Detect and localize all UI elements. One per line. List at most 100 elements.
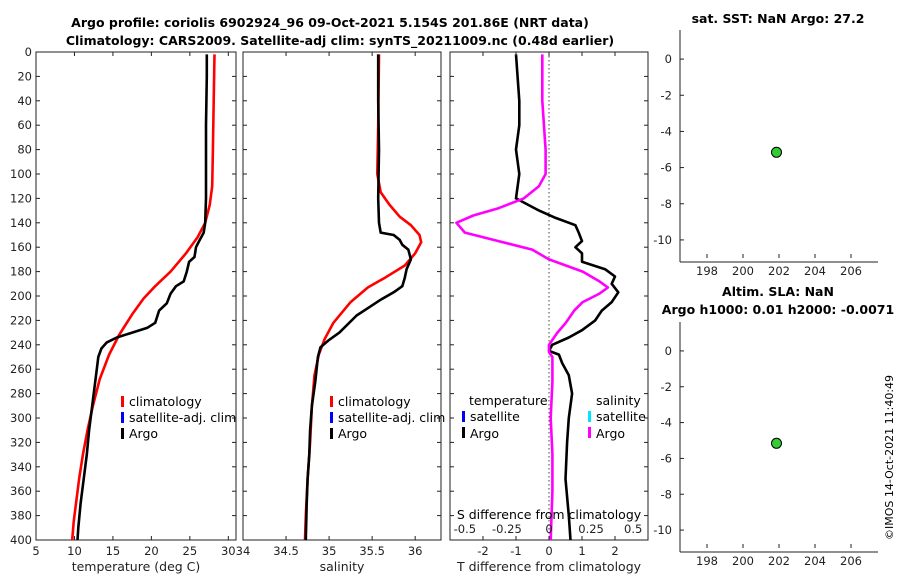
argo-line bbox=[304, 54, 413, 541]
x-tick-label: 20 bbox=[144, 544, 159, 558]
legend-sal-argo-swatch bbox=[330, 428, 333, 439]
x-tick-label: -1 bbox=[510, 544, 521, 558]
legend-temperature-title: temperature bbox=[469, 393, 548, 408]
legend-climatology-swatch bbox=[121, 396, 124, 407]
x-tick-label: 1 bbox=[578, 544, 585, 558]
depth-tick-label: 280 bbox=[10, 387, 32, 401]
x-tick-label: 2 bbox=[611, 544, 618, 558]
legend-s-argo: Argo bbox=[596, 426, 625, 441]
lat-tick-label: -2 bbox=[661, 88, 672, 102]
x-tick-label: 35 bbox=[322, 544, 337, 558]
lon-tick-label: 200 bbox=[732, 554, 754, 568]
depth-tick-label: 260 bbox=[10, 362, 32, 376]
legend-t-argo-swatch bbox=[462, 427, 465, 438]
lat-tick-label: -6 bbox=[661, 161, 672, 175]
lon-tick-label: 200 bbox=[732, 264, 754, 278]
temperature-panel: 0 20 40 60 80 100 120 140 160 180 200 220 240 260 280 3… bbox=[10, 45, 237, 574]
legend-t-satellite-swatch bbox=[462, 411, 465, 422]
depth-tick-label: 320 bbox=[10, 435, 32, 449]
depth-tick-label: 380 bbox=[10, 509, 32, 523]
lon-tick-label: 204 bbox=[804, 554, 826, 568]
lon-tick-label: 202 bbox=[768, 554, 790, 568]
depth-tick-label: 100 bbox=[10, 167, 32, 181]
sla-map-title: Altim. SLA: NaN bbox=[722, 284, 834, 299]
salinity-xlabel: salinity bbox=[320, 559, 365, 574]
difference-panel: -2 -1 0 1 2 S difference from climatology -0… bbox=[449, 51, 649, 574]
s-diff-tick-label: 0.5 bbox=[624, 522, 642, 536]
lon-tick-label: 204 bbox=[804, 264, 826, 278]
lat-tick-label: -8 bbox=[661, 197, 672, 211]
s-diff-tick-label: -0.25 bbox=[492, 522, 522, 536]
t-difference-xlabel: T difference from climatology bbox=[456, 559, 642, 574]
depth-tick-label: 140 bbox=[10, 216, 32, 230]
temperature-legend: climatology satellite-adj. clim Argo bbox=[121, 394, 236, 441]
depth-tick-label: 120 bbox=[10, 191, 32, 205]
x-tick-label: 15 bbox=[106, 544, 121, 558]
sst-map-title: sat. SST: NaN Argo: 27.2 bbox=[692, 11, 865, 26]
s-diff-tick-label: 0.25 bbox=[578, 522, 604, 536]
lat-tick-label: 0 bbox=[665, 52, 672, 66]
x-tick-label: -2 bbox=[477, 544, 488, 558]
depth-tick-label: 400 bbox=[10, 533, 32, 547]
lat-tick-label: -4 bbox=[661, 124, 672, 138]
legend-sal-climatology-swatch bbox=[330, 396, 333, 407]
x-tick-label: 25 bbox=[183, 544, 198, 558]
lon-tick-label: 198 bbox=[696, 264, 718, 278]
depth-tick-label: 200 bbox=[10, 289, 32, 303]
lat-tick-label: -4 bbox=[661, 416, 672, 430]
argo-position-marker bbox=[771, 437, 782, 449]
lon-tick-label: 206 bbox=[840, 264, 862, 278]
timestamp: ©IMOS 14-Oct-2021 11:40:49 bbox=[883, 375, 896, 540]
depth-tick-label: 20 bbox=[17, 69, 32, 83]
legend-s-argo-swatch bbox=[588, 427, 591, 438]
legend-salinity-title: salinity bbox=[596, 393, 641, 408]
legend-sal-climatology: climatology bbox=[338, 394, 411, 409]
legend-t-satellite: satellite bbox=[470, 409, 520, 424]
legend-satellite-adj: satellite-adj. clim bbox=[129, 410, 236, 425]
x-tick-label: 35.5 bbox=[359, 544, 385, 558]
sst-map-panel: sat. SST: NaN Argo: 27.2 0 -2 -4 -6 -8 -10 198… bbox=[653, 11, 878, 278]
climatology-line bbox=[70, 54, 216, 541]
legend-s-satellite: satellite bbox=[596, 409, 646, 424]
depth-tick-label: 220 bbox=[10, 313, 32, 327]
temperature-argo-line bbox=[514, 54, 620, 541]
lat-tick-label: -10 bbox=[653, 233, 672, 247]
depth-tick-label: 40 bbox=[17, 94, 32, 108]
x-tick-label: 10 bbox=[67, 544, 82, 558]
lat-tick-label: -6 bbox=[661, 451, 672, 465]
s-diff-tick-label: 0 bbox=[545, 522, 552, 536]
depth-tick-label: 180 bbox=[10, 265, 32, 279]
legend-satellite-swatch bbox=[121, 412, 124, 423]
lat-tick-label: -8 bbox=[661, 487, 672, 501]
depth-tick-label: 0 bbox=[25, 45, 32, 59]
salinity-legend: climatology satellite-adj. clim Argo bbox=[330, 394, 445, 441]
lat-tick-label: 0 bbox=[665, 344, 672, 358]
x-tick-label: 34 bbox=[236, 544, 251, 558]
argo-line bbox=[76, 54, 209, 541]
title-line-1: Argo profile: coriolis 6902924_96 09-Oct… bbox=[71, 15, 589, 31]
legend-argo-swatch bbox=[121, 428, 124, 439]
s-diff-tick-label: -0.5 bbox=[454, 522, 476, 536]
depth-tick-label: 360 bbox=[10, 484, 32, 498]
sla-map-subtitle: Argo h1000: 0.01 h2000: -0.0071 bbox=[662, 302, 894, 317]
legend-sal-satellite-adj: satellite-adj. clim bbox=[338, 410, 445, 425]
difference-legend: temperature satellite Argo salinity sate… bbox=[462, 393, 646, 441]
lat-tick-label: -2 bbox=[661, 380, 672, 394]
sla-map-panel: Altim. SLA: NaN Argo h1000: 0.01 h2000: … bbox=[653, 284, 894, 568]
legend-sal-argo: Argo bbox=[338, 426, 367, 441]
lon-tick-label: 198 bbox=[696, 554, 718, 568]
salinity-argo-line bbox=[455, 54, 610, 541]
depth-tick-label: 60 bbox=[17, 118, 32, 132]
argo-position-marker bbox=[771, 146, 782, 158]
depth-tick-label: 240 bbox=[10, 338, 32, 352]
x-tick-label: 5 bbox=[32, 544, 39, 558]
temperature-xlabel: temperature (deg C) bbox=[72, 559, 201, 574]
legend-climatology: climatology bbox=[129, 394, 202, 409]
depth-tick-label: 80 bbox=[17, 143, 32, 157]
lon-tick-label: 206 bbox=[840, 554, 862, 568]
title-line-2: Climatology: CARS2009. Satellite-adj cli… bbox=[66, 33, 614, 49]
legend-sal-satellite-swatch bbox=[330, 412, 333, 423]
depth-tick-label: 340 bbox=[10, 460, 32, 474]
legend-s-satellite-swatch bbox=[588, 411, 591, 422]
